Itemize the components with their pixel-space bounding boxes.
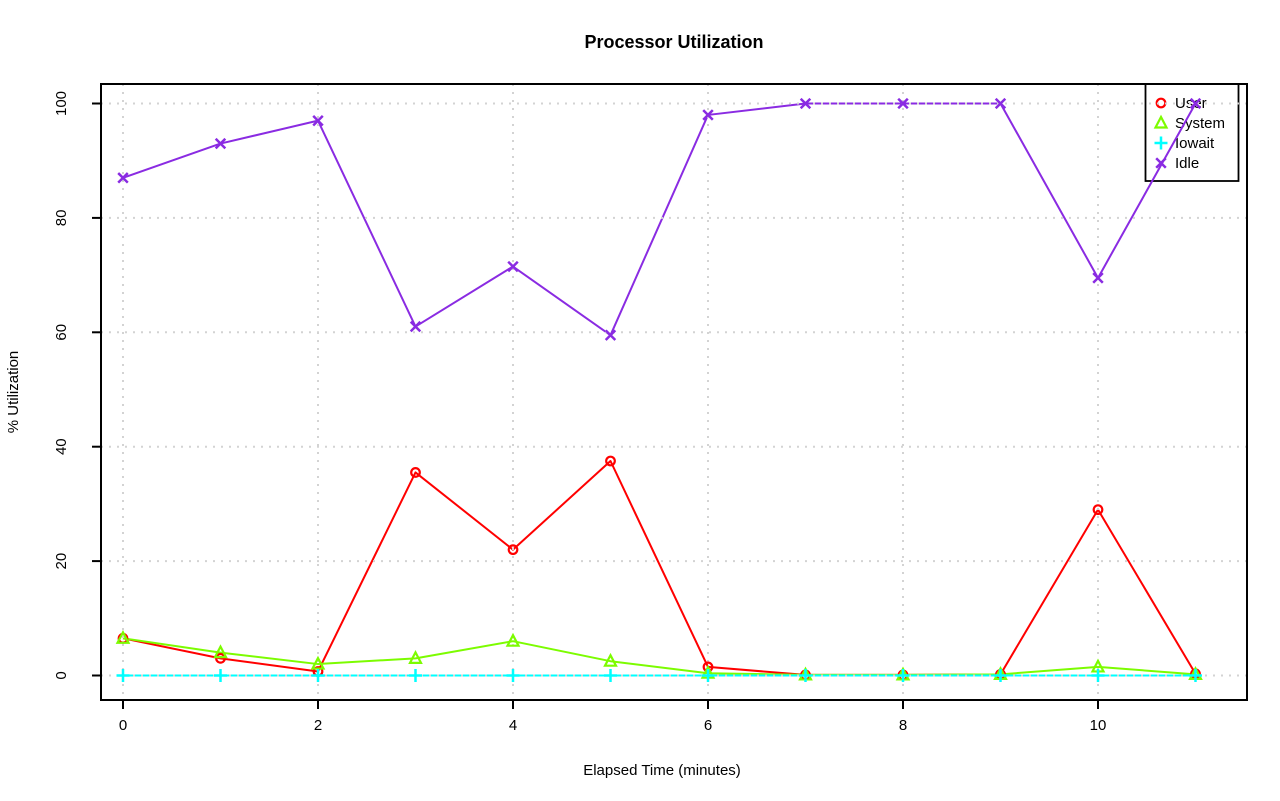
y-tick-label: 60 [53,324,70,341]
triangle-marker-icon [213,644,228,659]
plot-border [100,83,1248,701]
x-marker-icon [994,97,1007,110]
x-tick-label: 6 [704,717,712,734]
x-marker-icon [312,114,324,127]
plus-marker-icon [1091,669,1105,682]
plus-marker-icon [116,669,130,682]
x-tick-label: 2 [314,717,322,734]
series-markers-idle [117,97,1202,341]
x-marker-icon [507,260,519,273]
y-tick-label: 20 [53,553,70,570]
y-tick-label: 0 [53,671,70,679]
triangle-marker-icon [115,629,131,644]
triangle-marker-icon [603,652,618,667]
plus-marker-icon [1189,669,1202,682]
y-tick-label: 100 [53,91,70,116]
series-line-user [122,460,1197,676]
circle-marker-icon [507,544,519,556]
plus-marker-icon [214,669,227,682]
plus-marker-icon [506,669,520,682]
plus-marker-icon [409,669,422,682]
x-marker-icon [409,320,422,333]
plus-marker-icon [1154,136,1168,150]
x-tick-label: 8 [899,717,907,734]
x-tick-label: 10 [1090,717,1107,734]
x-tick-label: 0 [119,717,127,734]
legend-label-system: System [1175,115,1225,132]
plus-marker-icon [701,669,715,682]
circle-marker-icon [215,652,226,664]
x-marker-icon [1092,272,1104,284]
y-tick-label: 40 [53,438,70,455]
x-axis-title: Elapsed Time (minutes) [583,762,741,779]
triangle-marker-icon [408,649,423,664]
plus-marker-icon [311,669,325,682]
series-line-idle [122,102,1197,337]
x-marker-icon [897,97,909,110]
plus-marker-icon [896,669,910,682]
chart-title: Processor Utilization [584,32,763,52]
y-tick-label: 80 [53,210,70,227]
plus-marker-icon [994,669,1007,682]
x-marker-icon [214,137,227,150]
gridlines [101,84,1247,700]
series-line-system [122,637,1196,676]
triangle-marker-icon [505,632,521,647]
triangle-marker-icon [310,655,326,670]
plus-marker-icon [604,669,617,682]
x-marker-icon [799,97,812,110]
legend-label-iowait: Iowait [1175,135,1215,152]
x-marker-icon [1189,97,1202,110]
y-axis-title: % Utilization [5,351,22,434]
plus-marker-icon [799,669,812,682]
x-marker-icon [117,172,129,184]
circle-marker-icon [605,455,616,467]
series-markers-iowait [116,669,1202,682]
x-marker-icon [604,329,617,341]
triangle-marker-icon [1153,114,1169,129]
x-tick-label: 4 [509,717,517,734]
legend-label-idle: Idle [1175,155,1199,172]
circle-marker-icon [410,467,421,478]
x-marker-icon [702,109,714,121]
circle-marker-icon [1092,504,1104,516]
series-markers-user [117,455,1201,681]
